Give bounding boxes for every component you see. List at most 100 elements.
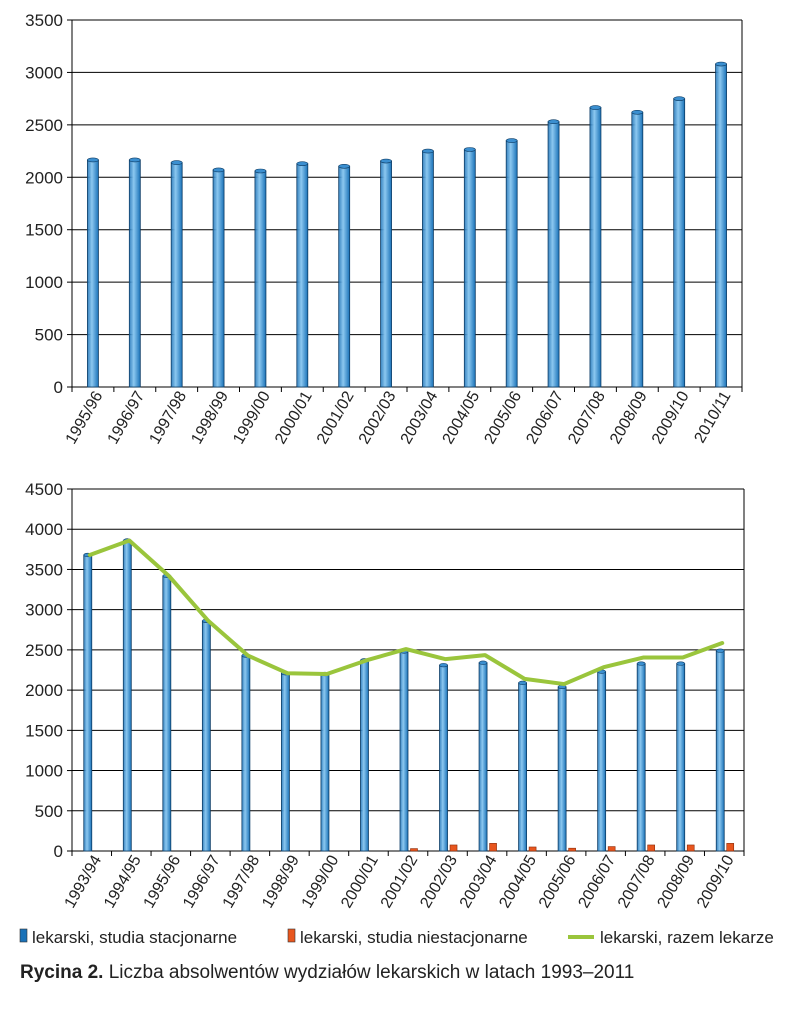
- y-tick-label: 0: [54, 842, 63, 861]
- caption-label: Rycina 2.: [20, 962, 104, 983]
- bar-niestacjonarne: [568, 847, 576, 852]
- x-tick-label: 1998/99: [188, 388, 232, 447]
- bar: [170, 162, 183, 388]
- bar-top: [129, 157, 141, 163]
- y-tick-label: 1000: [25, 273, 63, 292]
- bar-niestacjonarne: [647, 844, 655, 852]
- bar-stacjonarne: [715, 650, 725, 852]
- legend-stacjonarne-label: lekarski, studia stacjonarne: [32, 928, 237, 947]
- legend-razem-label: lekarski, razem lekarze: [600, 928, 774, 947]
- bar-stacjonarne: [162, 575, 172, 852]
- bar-stacjonarne: [201, 620, 211, 852]
- x-tick-label: 1998/99: [259, 852, 303, 911]
- x-tick-label: 2006/07: [575, 852, 619, 911]
- bar-stacjonarne: [597, 671, 607, 852]
- bar-top: [478, 660, 488, 665]
- bar-niestacjonarne: [607, 846, 616, 852]
- bar-niestacjonarne: [528, 846, 537, 852]
- bar-top: [673, 96, 685, 101]
- x-tick-label: 2001/02: [314, 388, 358, 447]
- caption-text: Liczba absolwentów wydziałów lekarskich …: [103, 962, 635, 983]
- x-tick-label: 2004/05: [496, 852, 540, 911]
- x-tick-label: 2000/01: [272, 388, 316, 447]
- bar: [212, 169, 225, 388]
- bar-stacjonarne: [122, 540, 132, 852]
- x-tick-label: 1993/94: [62, 852, 106, 911]
- x-tick-label: 2008/09: [655, 852, 699, 911]
- x-tick-label: 1994/95: [101, 852, 145, 911]
- bar: [463, 149, 476, 388]
- y-tick-label: 3000: [25, 63, 63, 82]
- chart-graduates-1995-2011: 0 500 1000 1500 2000 2500 3000 3500 1995/961996/…: [25, 11, 743, 447]
- x-tick-label: 1999/00: [230, 388, 274, 447]
- y-tick-label: 4000: [25, 520, 63, 539]
- bar-top: [715, 61, 727, 67]
- bar-top: [170, 160, 183, 165]
- bar-stacjonarne: [320, 673, 330, 852]
- bar-top: [296, 161, 309, 166]
- bar-top: [547, 119, 560, 125]
- bar-stacjonarne: [439, 664, 448, 852]
- x-tick-label: 1999/00: [299, 852, 343, 911]
- bar-top: [715, 648, 725, 653]
- bar-stacjonarne: [557, 686, 567, 852]
- x-tick-label: 2003/04: [457, 852, 501, 911]
- y-tick-label: 1500: [25, 221, 63, 240]
- bar-stacjonarne: [83, 554, 93, 852]
- x-tick-label: 2000/01: [338, 852, 382, 911]
- x-tick-label: 2005/06: [536, 852, 580, 911]
- x-tick-label: 2005/06: [482, 388, 526, 447]
- bar: [380, 160, 392, 388]
- y-tick-label: 500: [35, 326, 63, 345]
- bar-niestacjonarne: [410, 848, 418, 852]
- bar-top: [439, 663, 448, 668]
- x-tick-label: 2001/02: [378, 852, 422, 911]
- bar: [673, 98, 686, 388]
- bar: [422, 150, 434, 388]
- x-tick-label: 2010/11: [691, 388, 734, 446]
- legend-niestacjonarne-swatch: [287, 928, 296, 943]
- legend-niestacjonarne-label: lekarski, studia niestacjonarne: [300, 928, 528, 947]
- y-tick-label: 1500: [25, 721, 63, 740]
- bar: [128, 159, 141, 388]
- y-tick-label: 2500: [25, 641, 63, 660]
- bar-top: [380, 158, 392, 164]
- y-tick-label: 2000: [25, 681, 63, 700]
- bar: [505, 140, 518, 388]
- line-razem: [87, 538, 725, 687]
- y-tick-label: 1000: [25, 762, 63, 781]
- bar-top: [87, 157, 99, 163]
- bar-top: [254, 168, 267, 174]
- bar-stacjonarne: [676, 663, 686, 852]
- x-tick-label: 1997/98: [220, 852, 264, 911]
- bar-top: [518, 680, 527, 685]
- bar-top: [464, 147, 476, 152]
- bar-top: [676, 661, 686, 666]
- bar-stacjonarne: [518, 682, 527, 852]
- x-tick-label: 2003/04: [398, 388, 442, 447]
- x-tick-label: 2006/07: [523, 388, 567, 447]
- y-tick-label: 4500: [25, 480, 63, 499]
- y-tick-label: 3500: [25, 11, 63, 30]
- x-tick-label: 1995/96: [141, 852, 185, 911]
- chart-graduates-1993-2010: 0 500 1000 1500 2000 2500 3000 3500 4000 4500 1993…: [19, 480, 774, 947]
- figure-caption: Rycina 2. Liczba absolwentów wydziałów l…: [20, 962, 634, 984]
- bar-stacjonarne: [360, 659, 369, 852]
- x-tick-label: 2004/05: [440, 388, 484, 447]
- bar-stacjonarne: [399, 651, 409, 852]
- bar: [296, 163, 309, 388]
- bar: [338, 165, 351, 388]
- bar-niestacjonarne: [726, 843, 735, 852]
- x-tick-label: 1996/97: [180, 852, 224, 911]
- bar-niestacjonarne: [489, 843, 497, 852]
- legend-stacjonarne-swatch: [19, 928, 28, 943]
- bar-stacjonarne: [636, 663, 646, 852]
- bar: [631, 111, 644, 388]
- bar-top: [212, 167, 225, 173]
- bar-niestacjonarne: [686, 844, 695, 852]
- bar-top: [631, 109, 644, 115]
- y-tick-label: 3000: [25, 601, 63, 620]
- bar-stacjonarne: [241, 655, 251, 852]
- bar-stacjonarne: [281, 672, 290, 852]
- bar-top: [505, 138, 518, 143]
